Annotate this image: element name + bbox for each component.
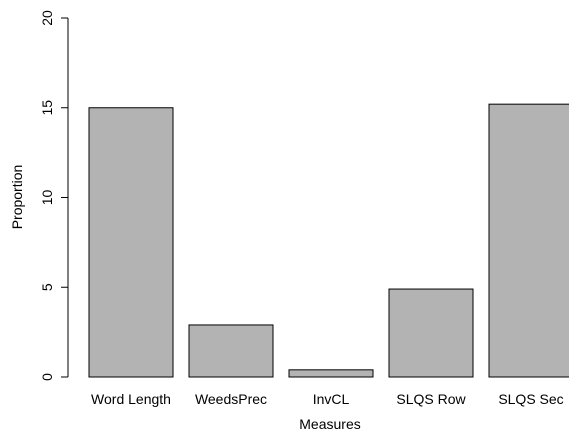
x-category-label: WeedsPrec	[195, 391, 267, 407]
bars	[88, 103, 569, 378]
y-axis-title: Proportion	[9, 165, 25, 230]
bar	[88, 107, 174, 378]
y-axis: 0 5 10 15 20	[39, 10, 69, 381]
x-category-label: SLQS Sec	[498, 391, 563, 407]
y-tick-label: 15	[39, 100, 55, 116]
x-category-label: InvCL	[313, 391, 350, 407]
y-tick-label: 20	[39, 10, 55, 26]
bar	[288, 369, 374, 378]
y-tick-label: 5	[39, 283, 55, 291]
y-tick-label: 0	[39, 373, 55, 381]
bar	[388, 288, 474, 378]
x-category-label: Word Length	[91, 391, 171, 407]
x-axis-title: Measures	[299, 416, 360, 432]
bar	[188, 324, 274, 378]
bar	[488, 103, 569, 378]
x-axis-labels: Word Length WeedsPrec InvCL SLQS Row SLQS Se…	[91, 391, 564, 407]
y-tick-label: 10	[39, 190, 55, 206]
x-category-label: SLQS Row	[396, 391, 466, 407]
